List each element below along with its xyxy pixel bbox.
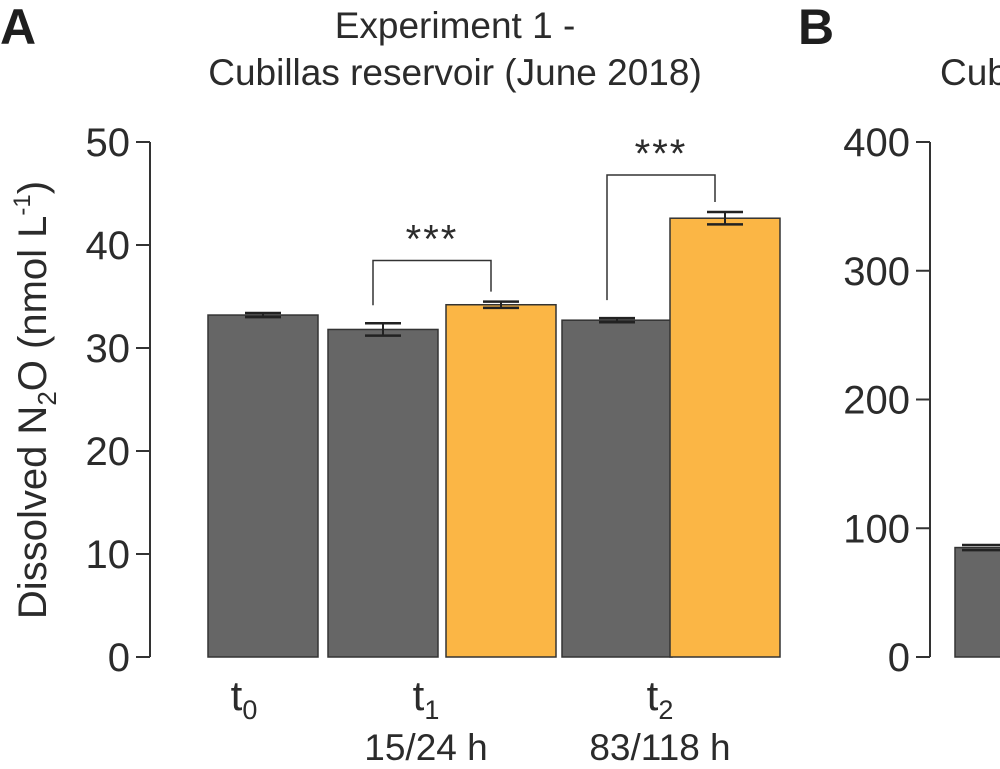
panel-a-bar-4 — [669, 217, 781, 658]
panel-a-bar-3 — [561, 319, 673, 658]
panel-a-y-tick-label: 30 — [86, 327, 131, 371]
panel-b-y-tick-label: 0 — [888, 636, 910, 680]
panel-a-bars — [207, 210, 781, 658]
panel-a-x-label-t2-time: 83/118 h — [589, 727, 730, 768]
panel-a-x-label-t0: t0 — [231, 672, 258, 725]
panel-a-bar-1 — [327, 328, 439, 658]
panel-a-y-tick-label: 50 — [86, 121, 131, 165]
panel-a-x-label-t1: t1 — [413, 672, 440, 725]
panel-a-title-line2: Cubillas reservoir (June 2018) — [208, 52, 702, 93]
panel-b-y-tick-label: 200 — [843, 379, 910, 423]
panel-a-y-tick-label: 40 — [86, 224, 131, 268]
panel-b-bars — [954, 543, 1000, 658]
panel-b-title-partial: Cub — [940, 52, 1000, 93]
panel-a-y-tick-label: 10 — [86, 533, 131, 577]
panel-a-y-axis-label: Dissolved N2O (nmol L-1) — [9, 181, 62, 619]
panel-a-significance-bracket-0 — [372, 259, 492, 306]
panel-a-y-ticks: 0 10 20 30 40 50 — [86, 121, 150, 680]
panel-b-bar-0 — [954, 546, 1000, 658]
panel-a-x-label-t2: t2 — [647, 672, 674, 725]
panel-letter-b: B — [798, 0, 834, 55]
panel-a-significance-bracket-1 — [606, 174, 716, 301]
panel-a-y-tick-label: 20 — [86, 430, 131, 474]
panel-b-y-tick-label: 300 — [843, 250, 910, 294]
panel-a-y-tick-label: 0 — [108, 636, 130, 680]
panel-a-significance: *** *** — [372, 132, 716, 306]
panel-letter-a: A — [0, 0, 36, 55]
panel-b-y-ticks: 0 100 200 300 400 — [843, 121, 930, 680]
panel-a-title-line1: Experiment 1 - — [335, 5, 576, 46]
panel-a-bar-0 — [207, 314, 319, 658]
panel-b-y-tick-label: 100 — [843, 507, 910, 551]
panel-a-x-label-t1-time: 15/24 h — [364, 727, 487, 768]
panel-a-significance-label-0: *** — [406, 217, 459, 261]
panel-a-significance-label-1: *** — [635, 132, 688, 176]
panel-b-y-tick-label: 400 — [843, 121, 910, 165]
panel-a-bar-2 — [445, 303, 557, 658]
